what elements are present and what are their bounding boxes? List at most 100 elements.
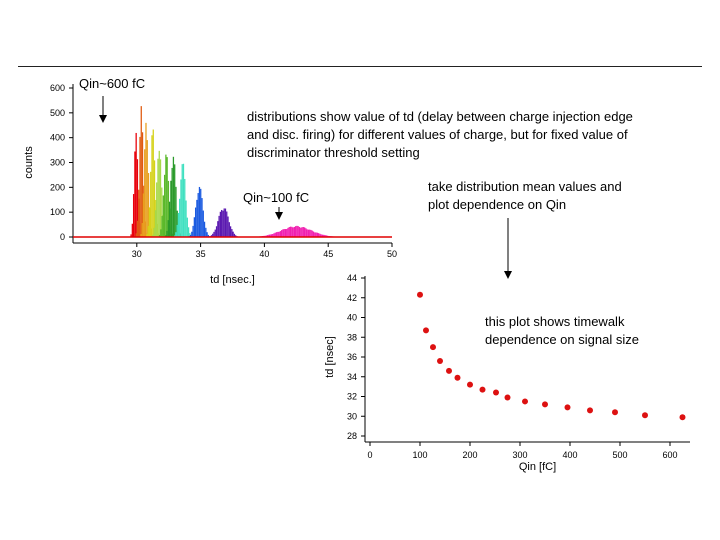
- histogram-bar: [203, 221, 206, 237]
- x-tick-label: 300: [512, 450, 527, 460]
- data-point: [479, 386, 486, 393]
- qin-600-annotation: Qin~600 fC: [79, 76, 146, 91]
- histogram-bar: [153, 160, 156, 237]
- histogram-bar: [270, 234, 273, 237]
- histogram-bar: [145, 122, 147, 237]
- histogram-bar: [148, 207, 151, 237]
- data-point: [446, 367, 452, 374]
- x-tick-label: 30: [132, 249, 142, 259]
- histogram-bar: [185, 200, 187, 237]
- y-tick-label: 32: [347, 392, 357, 402]
- histogram-bar: [136, 159, 139, 237]
- mean-values-note: take distribution mean values and plot d…: [428, 179, 622, 212]
- histogram-bar: [135, 132, 137, 237]
- histogram-bar: [140, 106, 142, 237]
- y-tick-label: 300: [50, 158, 65, 168]
- histogram-bar: [134, 151, 136, 237]
- histogram-bar: [207, 234, 210, 237]
- histogram-bar: [181, 164, 183, 237]
- histogram-bar: [284, 229, 287, 237]
- y-tick-label: 400: [50, 133, 65, 143]
- histogram-bar: [324, 235, 326, 237]
- histogram-bar: [232, 231, 234, 237]
- histogram-bar: [229, 226, 232, 237]
- histogram-bar: [286, 229, 288, 237]
- histogram-bar: [315, 232, 317, 237]
- histogram-bar: [269, 234, 271, 237]
- histogram-bar: [325, 235, 327, 237]
- x-tick-label: 400: [562, 450, 577, 460]
- histogram-bar: [150, 171, 152, 237]
- histogram-bar: [170, 180, 172, 237]
- histogram-bar: [136, 220, 139, 237]
- histogram-bar: [302, 227, 304, 237]
- distributions-note: distributions show value of td (delay be…: [247, 109, 633, 160]
- histogram-bar: [314, 232, 316, 237]
- y-tick-label: 200: [50, 182, 65, 192]
- y-tick-label: 34: [347, 372, 357, 382]
- histogram-bar: [174, 164, 176, 237]
- histogram-bar: [319, 233, 321, 237]
- histogram-bar: [311, 230, 313, 237]
- histogram-bar: [323, 234, 325, 237]
- histogram-bar: [167, 180, 170, 237]
- histogram-bar: [306, 229, 308, 237]
- arrow-head: [504, 271, 512, 279]
- x-tick-label: 100: [412, 450, 427, 460]
- histogram-bar: [295, 226, 297, 237]
- histogram-bar: [310, 229, 312, 237]
- data-point: [430, 344, 436, 351]
- histogram-bar: [161, 216, 163, 237]
- histogram-bar: [165, 154, 167, 237]
- histogram-bar: [177, 212, 180, 237]
- histogram-bar: [138, 189, 140, 237]
- histogram-bar: [292, 227, 294, 237]
- histogram-bar: [180, 179, 182, 237]
- data-point: [437, 357, 443, 364]
- histogram-bar: [147, 225, 149, 237]
- top-divider: [18, 66, 702, 67]
- histogram-bar: [274, 232, 276, 237]
- histogram-bar: [317, 233, 320, 237]
- histogram-bar: [305, 228, 307, 237]
- histogram-bar: [200, 188, 202, 237]
- histogram-bar: [172, 156, 175, 237]
- y-tick-label: 30: [347, 411, 357, 421]
- histogram-bar: [221, 209, 223, 237]
- histogram-bar: [201, 198, 203, 237]
- histogram-bar: [166, 230, 168, 237]
- histogram-bar: [139, 136, 141, 237]
- histogram-bar: [289, 226, 292, 237]
- histogram-bar: [266, 235, 269, 237]
- histogram-bar: [321, 234, 324, 237]
- x-tick-label: 35: [196, 249, 206, 259]
- data-point: [642, 412, 648, 419]
- histogram-bar: [213, 231, 215, 237]
- histogram-bar: [179, 198, 181, 237]
- histogram-bar: [196, 199, 198, 237]
- histogram-bar: [171, 167, 173, 237]
- histogram-bar: [307, 229, 310, 237]
- x-tick-label: 0: [367, 450, 372, 460]
- histogram-bar: [279, 231, 281, 237]
- histogram-bar: [283, 229, 285, 237]
- histogram-bar: [288, 227, 290, 237]
- data-point: [493, 389, 499, 396]
- y-tick-label: 36: [347, 352, 357, 362]
- histogram-bar: [192, 225, 194, 237]
- histogram-bar: [153, 227, 155, 237]
- x-axis-label: td [nsec.]: [210, 274, 255, 286]
- histogram-bar: [189, 234, 192, 237]
- histogram-bar: [275, 232, 278, 237]
- histogram-bar: [141, 223, 143, 237]
- histogram-bar: [167, 220, 169, 237]
- histogram-bar: [287, 227, 289, 237]
- histogram-bar: [186, 217, 188, 237]
- qin-100-annotation: Qin~100 fC: [243, 190, 310, 205]
- histogram-bar: [162, 195, 164, 237]
- arrow-head: [99, 115, 107, 123]
- x-tick-label: 40: [259, 249, 269, 259]
- histogram-bar: [176, 224, 178, 237]
- histogram-bar: [176, 210, 178, 237]
